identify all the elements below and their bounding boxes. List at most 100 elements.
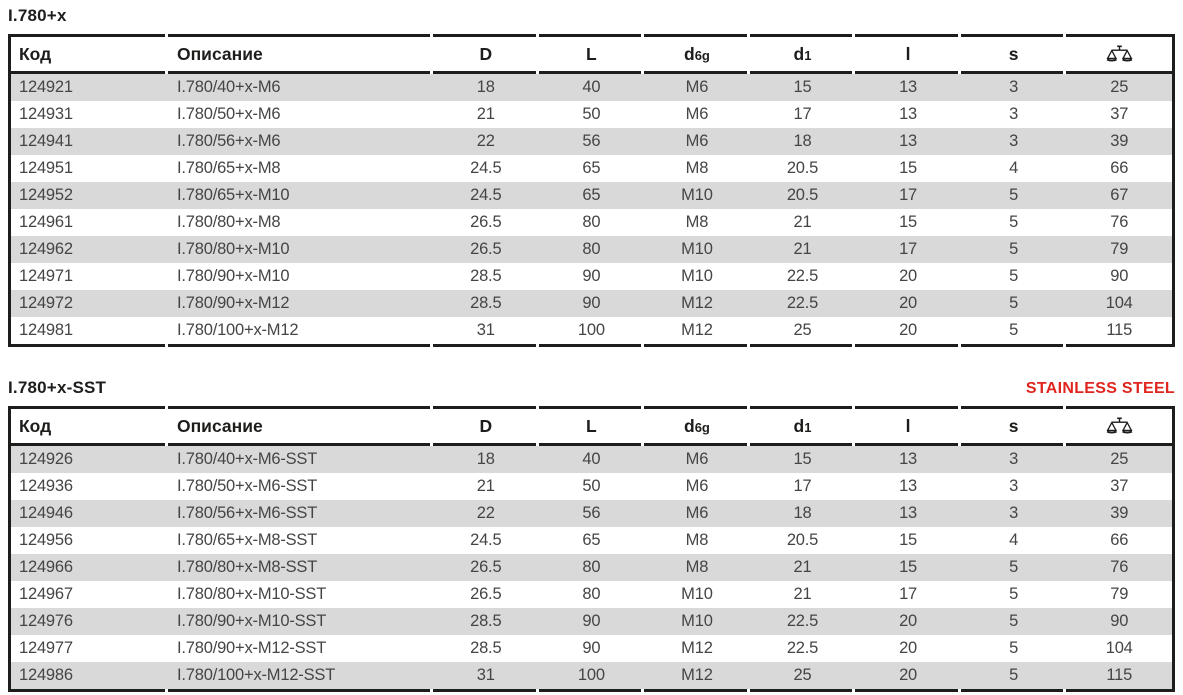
cell-l: 20 [899, 639, 918, 657]
cell-d1: 17 [793, 105, 812, 123]
table-header-row: Код Описание D L d6g d1 l s [11, 37, 1172, 71]
cell-D: 24.5 [470, 159, 502, 177]
cell-weight: 115 [1106, 666, 1133, 684]
cell-code: 124962 [19, 240, 73, 258]
cell-code: 124986 [19, 666, 73, 684]
column-header-l: l [905, 43, 911, 64]
product-table: Код Описание D L d6g d1 l s [8, 406, 1175, 692]
cell-code: 124936 [19, 477, 73, 495]
cell-description: I.780/80+x-M10 [177, 240, 290, 258]
column-header-description: Описание [177, 415, 263, 436]
cell-weight: 25 [1110, 78, 1129, 96]
product-section-stainless: I.780+x-SST STAINLESS STEEL Код Описание… [8, 378, 1175, 692]
cell-weight: 67 [1110, 186, 1129, 204]
table-header-row: Код Описание D L d6g d1 l s [11, 409, 1172, 443]
cell-d1: 22.5 [786, 639, 819, 657]
cell-s: 5 [1009, 558, 1019, 576]
cell-d6g: M6 [685, 477, 709, 495]
cell-d1: 22.5 [786, 294, 819, 312]
cell-d1: 17 [793, 477, 812, 495]
column-header-L: L [586, 415, 597, 436]
column-header-description: Описание [177, 43, 263, 64]
cell-weight: 104 [1105, 639, 1133, 657]
column-header-d1: d1 [793, 415, 812, 436]
cell-s: 5 [1009, 240, 1019, 258]
cell-description: I.780/90+x-M12-SST [177, 639, 327, 657]
table-bottom-border [11, 344, 1172, 347]
cell-s: 5 [1009, 213, 1019, 231]
cell-s: 4 [1009, 159, 1019, 177]
cell-D: 28.5 [470, 639, 502, 657]
cell-description: I.780/100+x-M12-SST [177, 666, 336, 684]
cell-s: 5 [1009, 612, 1019, 630]
cell-weight: 104 [1105, 294, 1133, 312]
cell-code: 124946 [19, 504, 73, 522]
cell-code: 124941 [19, 132, 73, 150]
cell-l: 20 [899, 666, 918, 684]
cell-code: 124921 [19, 78, 73, 96]
cell-weight: 39 [1110, 132, 1129, 150]
table-row: 124921 I.780/40+x-M6 18 40 M6 15 13 3 25 [11, 74, 1172, 101]
cell-weight: 90 [1110, 612, 1129, 630]
section-title-row: I.780+x-SST STAINLESS STEEL [8, 378, 1175, 398]
cell-L: 56 [582, 132, 601, 150]
cell-L: 90 [582, 267, 601, 285]
cell-L: 40 [582, 78, 601, 96]
cell-code: 124926 [19, 450, 73, 468]
table-row: 124926 I.780/40+x-M6-SST 18 40 M6 15 13 … [11, 446, 1172, 473]
cell-code: 124961 [19, 213, 73, 231]
cell-description: I.780/65+x-M8 [177, 159, 281, 177]
cell-description: I.780/80+x-M8 [177, 213, 281, 231]
cell-d1: 21 [793, 558, 812, 576]
table-row: 124981 I.780/100+x-M12 31 100 M12 25 20 … [11, 317, 1172, 344]
cell-L: 100 [577, 666, 605, 684]
cell-l: 20 [899, 321, 918, 339]
cell-D: 18 [476, 450, 495, 468]
cell-D: 28.5 [470, 612, 502, 630]
cell-d1: 15 [793, 78, 812, 96]
cell-code: 124956 [19, 531, 73, 549]
cell-L: 56 [582, 504, 601, 522]
cell-l: 20 [899, 294, 918, 312]
cell-D: 26.5 [470, 585, 502, 603]
cell-s: 3 [1009, 477, 1019, 495]
cell-d6g: M12 [681, 321, 713, 339]
cell-D: 21 [476, 477, 495, 495]
cell-d6g: M10 [681, 240, 713, 258]
column-header-weight [1066, 45, 1172, 63]
table-row: 124976 I.780/90+x-M10-SST 28.5 90 M10 22… [11, 608, 1172, 635]
cell-s: 5 [1009, 666, 1019, 684]
table-row: 124962 I.780/80+x-M10 26.5 80 M10 21 17 … [11, 236, 1172, 263]
cell-d6g: M12 [681, 666, 713, 684]
cell-s: 3 [1009, 105, 1019, 123]
section-title: I.780+x [8, 6, 67, 25]
cell-s: 5 [1009, 639, 1019, 657]
table-row: 124977 I.780/90+x-M12-SST 28.5 90 M12 22… [11, 635, 1172, 662]
stainless-steel-badge: STAINLESS STEEL [1025, 380, 1175, 397]
cell-code: 124931 [19, 105, 73, 123]
cell-D: 21 [476, 105, 495, 123]
cell-l: 13 [899, 450, 918, 468]
cell-weight: 76 [1110, 558, 1129, 576]
cell-d1: 21 [793, 213, 812, 231]
cell-l: 17 [899, 186, 918, 204]
column-header-l: l [905, 415, 911, 436]
cell-d1: 20.5 [786, 159, 819, 177]
cell-description: I.780/65+x-M10 [177, 186, 290, 204]
table-row: 124956 I.780/65+x-M8-SST 24.5 65 M8 20.5… [11, 527, 1172, 554]
table-row: 124941 I.780/56+x-M6 22 56 M6 18 13 3 39 [11, 128, 1172, 155]
section-title-row: I.780+x [8, 6, 1175, 26]
cell-d1: 21 [793, 240, 812, 258]
cell-l: 13 [899, 504, 918, 522]
cell-d6g: M8 [685, 159, 709, 177]
cell-l: 13 [899, 477, 918, 495]
cell-description: I.780/90+x-M10-SST [177, 612, 327, 630]
cell-l: 15 [899, 531, 918, 549]
cell-code: 124972 [19, 294, 73, 312]
table-row: 124966 I.780/80+x-M8-SST 26.5 80 M8 21 1… [11, 554, 1172, 581]
table-row: 124986 I.780/100+x-M12-SST 31 100 M12 25… [11, 662, 1172, 689]
cell-weight: 115 [1106, 321, 1133, 339]
cell-d1: 25 [793, 321, 812, 339]
column-header-L: L [586, 43, 597, 64]
